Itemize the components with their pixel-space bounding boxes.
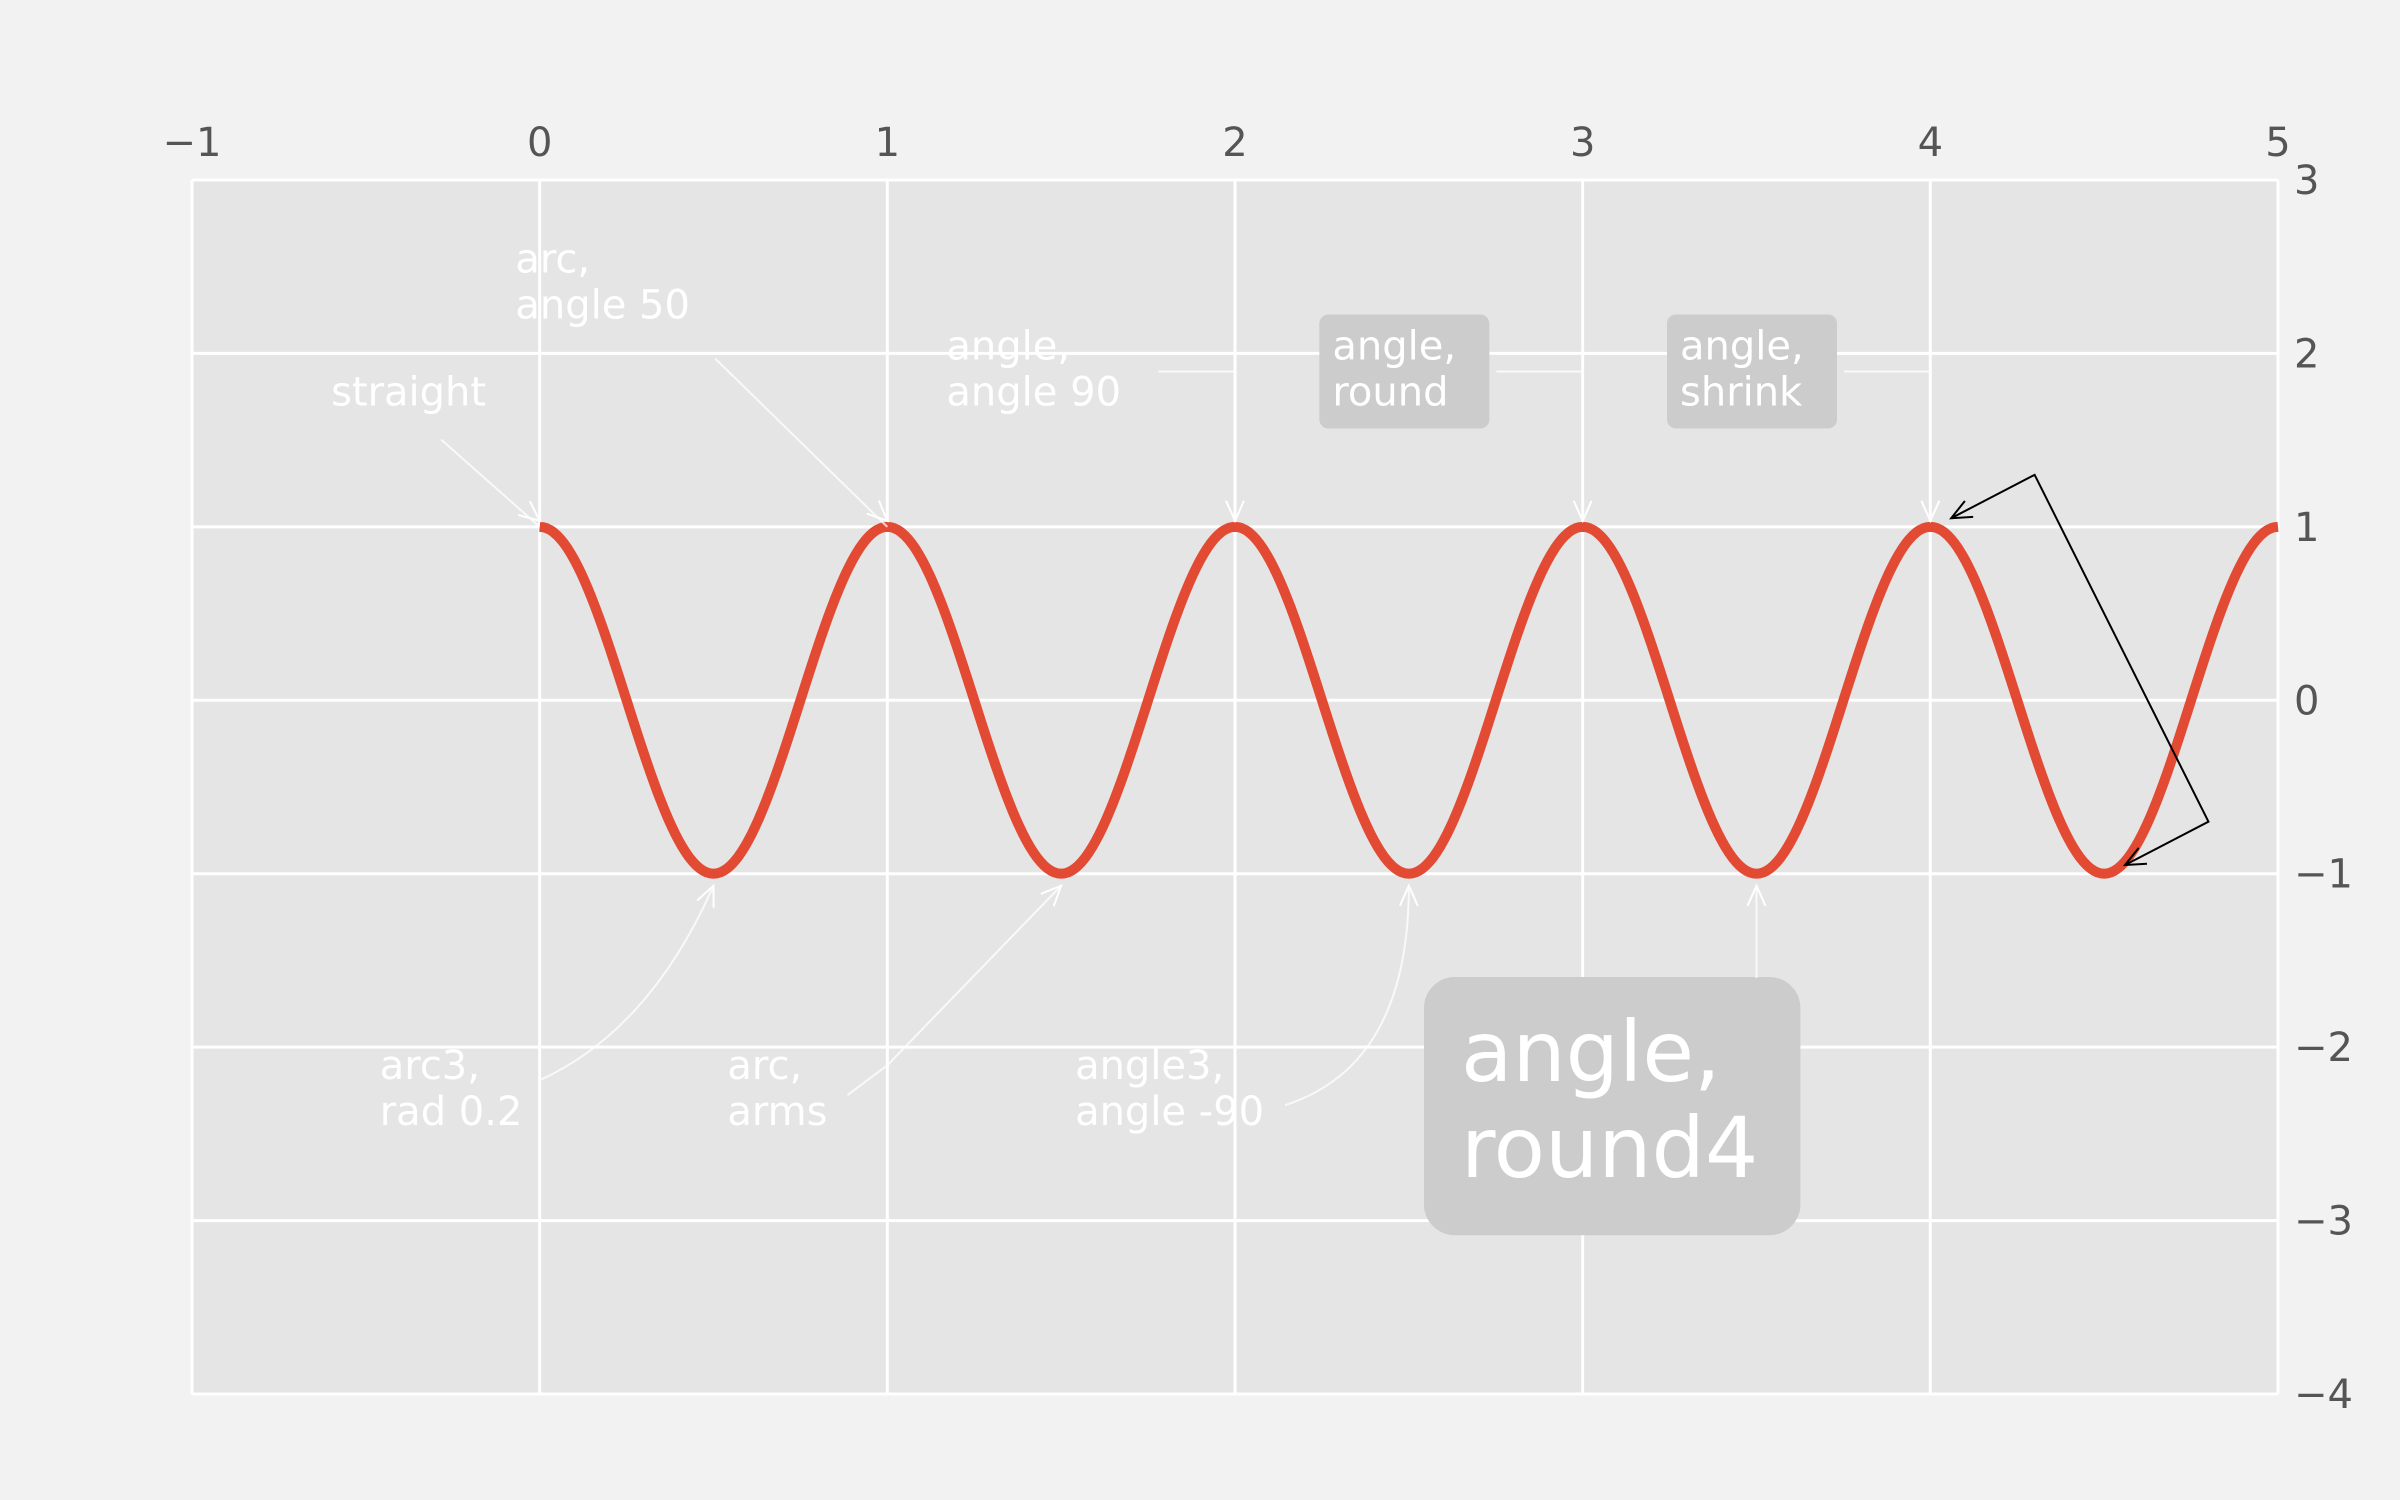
annotation-connector xyxy=(1950,473,2210,866)
annotation-connector xyxy=(846,885,1062,1096)
annotation-connector xyxy=(714,358,889,528)
annotation-connector xyxy=(1844,370,1932,521)
series-line xyxy=(538,521,2280,879)
annotation-text: rad 0.2 xyxy=(380,1089,523,1135)
annotation-text: angle, xyxy=(1461,1003,1721,1101)
y-tick-label: −4 xyxy=(2294,1372,2353,1418)
annotation-connector xyxy=(1284,885,1410,1107)
annotation-text: round4 xyxy=(1461,1099,1758,1197)
annotation-text: angle 90 xyxy=(946,369,1121,415)
x-tick-label: 5 xyxy=(2265,120,2290,166)
y-tick-label: 3 xyxy=(2294,158,2319,204)
annotation-text: round xyxy=(1332,369,1448,415)
annotation-text: angle -90 xyxy=(1075,1089,1264,1135)
y-tick-label: 1 xyxy=(2294,505,2319,551)
annotation-arrowhead xyxy=(1572,500,1593,524)
annotation-arrowhead xyxy=(1225,500,1245,524)
y-tick-label: −1 xyxy=(2294,852,2353,898)
x-tick-label: 2 xyxy=(1222,120,1247,166)
annotation-arrowhead xyxy=(1949,500,1974,520)
annotation-box xyxy=(1423,977,1801,1236)
annotation-text: arc, xyxy=(727,1043,802,1089)
y-tick-label: −2 xyxy=(2294,1025,2353,1071)
series xyxy=(538,521,2280,879)
annotation-arrowhead xyxy=(1398,883,1419,907)
annotation-arrowhead xyxy=(2122,847,2148,867)
annotation-text: arc3, xyxy=(380,1043,480,1089)
annotation-text: straight xyxy=(331,369,486,415)
annotation-box xyxy=(1319,314,1490,429)
x-tick-label: 3 xyxy=(1570,120,1595,166)
annotation-text: angle, xyxy=(1332,323,1456,369)
annotation-text: angle 50 xyxy=(515,283,690,329)
annotation-text: angle, xyxy=(946,323,1070,369)
annotation-box xyxy=(1667,314,1838,429)
annotation-arrowhead xyxy=(1920,500,1941,524)
x-tick-label: 1 xyxy=(875,120,900,166)
annotation-text: shrink xyxy=(1680,369,1803,415)
annotation-connector xyxy=(1496,370,1584,521)
annotation-text: angle, xyxy=(1680,323,1804,369)
x-tick-label: 4 xyxy=(1918,120,1943,166)
x-tick-label: −1 xyxy=(163,120,222,166)
annotation-connector xyxy=(1158,370,1236,521)
annotation-arrowhead xyxy=(1040,883,1063,907)
annotation-arrowhead xyxy=(696,883,715,908)
annotation-text: angle3, xyxy=(1075,1043,1224,1089)
annotation-text: arms xyxy=(727,1089,827,1135)
annotation-text: arc, xyxy=(515,237,590,283)
y-tick-label: 0 xyxy=(2294,678,2319,724)
y-tick-label: 2 xyxy=(2294,331,2319,377)
annotation-connector xyxy=(539,885,715,1082)
annotation-connector xyxy=(440,438,541,528)
annotation-arrowhead xyxy=(1746,883,1767,907)
annotation-arrowhead xyxy=(866,500,890,523)
annotation-arrowhead xyxy=(518,500,542,523)
y-tick-label: −3 xyxy=(2294,1199,2353,1245)
x-tick-label: 0 xyxy=(527,120,552,166)
